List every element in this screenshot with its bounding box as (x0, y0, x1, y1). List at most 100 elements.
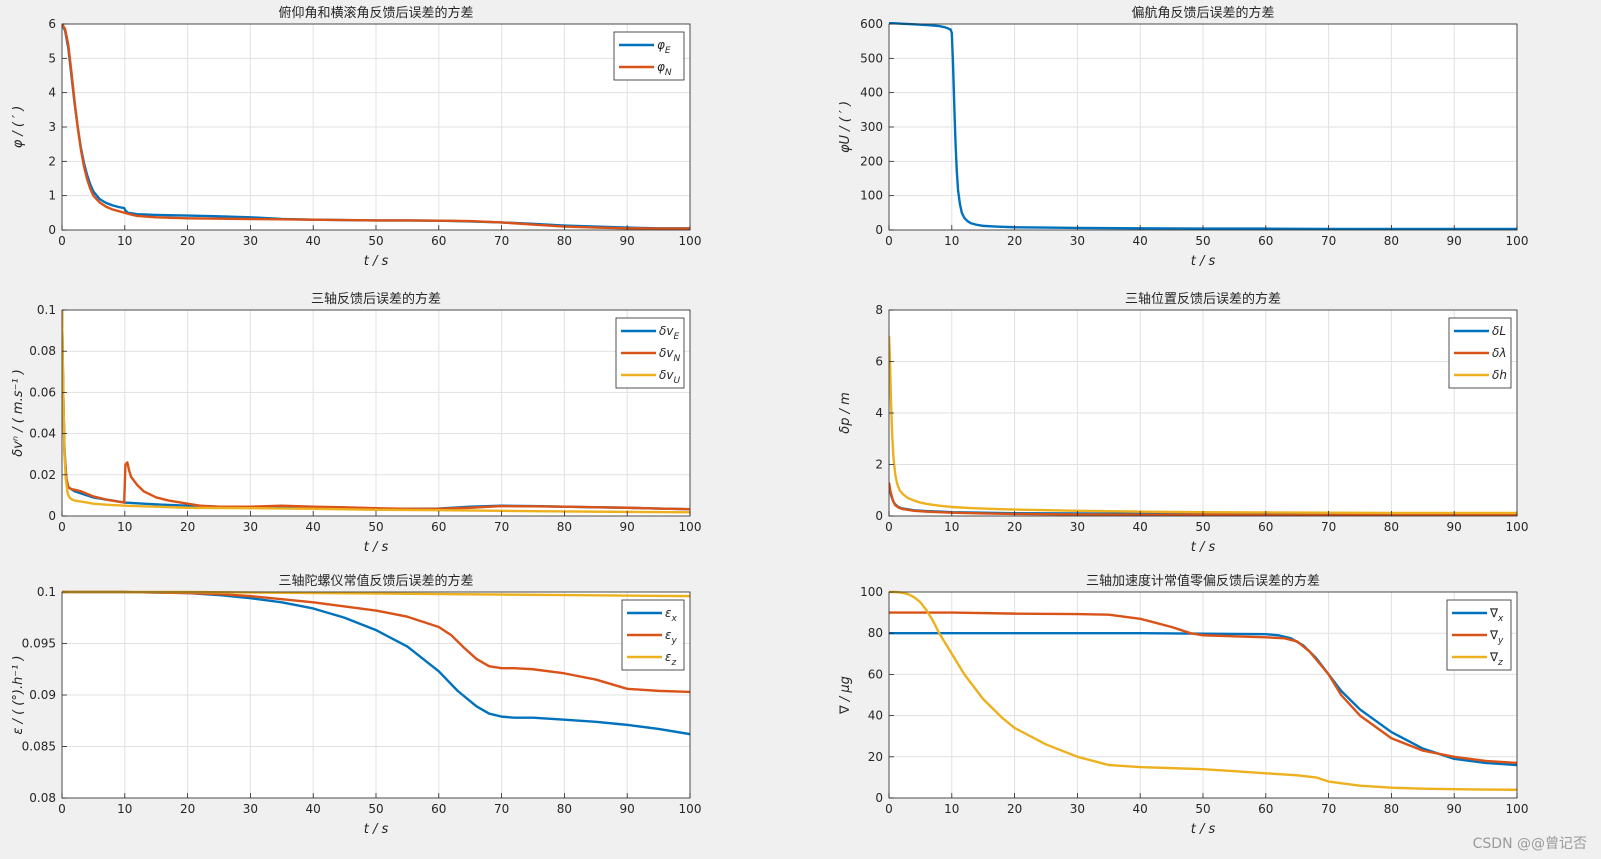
y-axis-label: ∇ / μg (838, 676, 853, 715)
legend-label-δλ: δλ (1492, 346, 1506, 360)
x-tick-label: 0 (58, 234, 66, 248)
x-tick-label: 80 (1384, 234, 1399, 248)
x-tick-label: 50 (368, 520, 383, 534)
y-tick-label: 0 (875, 223, 883, 237)
x-tick-label: 70 (1321, 520, 1336, 534)
x-tick-label: 40 (306, 234, 321, 248)
x-tick-label: 70 (1321, 234, 1336, 248)
x-tick-label: 20 (1007, 802, 1022, 816)
x-tick-label: 90 (620, 802, 635, 816)
chart-title: 三轴陀螺仪常值反馈后误差的方差 (278, 573, 473, 589)
x-tick-label: 90 (620, 520, 635, 534)
y-tick-label: 100 (860, 189, 883, 203)
chart-title: 三轴反馈后误差的方差 (311, 291, 441, 307)
subplot-attitude-yaw: 0 10 20 30 40 50 60 70 80 90 100 0 100 200 300 400 500 60… (838, 5, 1528, 269)
x-tick-label: 30 (243, 234, 258, 248)
x-tick-label: 20 (180, 234, 195, 248)
y-tick-label: 20 (868, 750, 883, 764)
y-tick-label: 4 (48, 86, 56, 100)
x-tick-label: 100 (679, 802, 702, 816)
x-tick-label: 80 (1384, 802, 1399, 816)
series-line-δvN (62, 309, 690, 511)
series-line-δvU (62, 309, 690, 514)
x-tick-label: 50 (368, 802, 383, 816)
x-tick-label: 40 (306, 802, 321, 816)
y-tick-label: 500 (860, 51, 883, 65)
legend-label-δvN: δvN (659, 346, 680, 364)
y-axis-label: δvⁿ / ( m.s⁻¹ ) (11, 369, 26, 457)
x-tick-label: 60 (431, 520, 446, 534)
y-tick-label: 1 (48, 189, 56, 203)
legend-label-δh: δh (1492, 368, 1507, 382)
y-tick-label: 8 (875, 303, 883, 317)
y-tick-label: 0 (875, 791, 883, 805)
x-tick-label: 10 (117, 802, 132, 816)
x-tick-label: 70 (1321, 802, 1336, 816)
x-tick-label: 20 (1007, 234, 1022, 248)
y-tick-label: 60 (868, 667, 883, 681)
y-axis-label: ε / ( (°).h⁻¹ ) (11, 655, 26, 734)
legend: ∇x ∇y ∇z (1446, 599, 1512, 671)
y-axis-label: φ / ( ′ ) (11, 106, 26, 149)
x-axis-label: t / s (1191, 540, 1216, 555)
x-tick-label: 80 (557, 802, 572, 816)
y-tick-label: 0.04 (29, 427, 56, 441)
x-tick-label: 100 (1506, 520, 1529, 534)
legend-label-εy: εy (665, 628, 678, 646)
legend: εx εy εz (621, 599, 685, 671)
y-tick-label: 100 (860, 585, 883, 599)
y-tick-label: 0.08 (29, 791, 56, 805)
legend-label-εx: εx (665, 606, 678, 624)
y-tick-label: 0 (48, 223, 56, 237)
legend-label-εz: εz (665, 650, 677, 668)
x-tick-label: 70 (494, 802, 509, 816)
series-line-δh (889, 335, 1517, 515)
x-tick-label: 50 (1195, 234, 1210, 248)
x-tick-label: 90 (1447, 234, 1462, 248)
x-tick-label: 90 (620, 234, 635, 248)
x-tick-label: 40 (1133, 520, 1148, 534)
x-tick-label: 10 (944, 234, 959, 248)
y-tick-label: 400 (860, 86, 883, 100)
x-tick-label: 30 (1070, 520, 1085, 534)
legend-label-∇x: ∇x (1489, 606, 1504, 624)
series-line-δλ (889, 482, 1517, 516)
y-tick-label: 0.085 (22, 740, 56, 754)
legend-label-∇z: ∇z (1489, 650, 1503, 668)
x-tick-label: 80 (557, 234, 572, 248)
y-tick-label: 0 (48, 509, 56, 523)
y-tick-label: 0.1 (37, 585, 56, 599)
x-tick-label: 20 (1007, 520, 1022, 534)
legend-label-φN: φN (657, 60, 672, 78)
x-tick-label: 90 (1447, 520, 1462, 534)
x-tick-label: 50 (1195, 802, 1210, 816)
x-tick-label: 60 (431, 802, 446, 816)
y-tick-label: 0.095 (22, 637, 56, 651)
legend: φE φN (613, 31, 685, 81)
series-line-φN (62, 23, 690, 230)
legend: δvE δvN δvU (615, 317, 685, 389)
legend-label-∇y: ∇y (1489, 628, 1504, 646)
y-tick-label: 80 (868, 626, 883, 640)
x-tick-label: 50 (1195, 520, 1210, 534)
x-tick-label: 10 (944, 520, 959, 534)
x-tick-label: 0 (885, 520, 893, 534)
y-tick-label: 5 (48, 51, 56, 65)
watermark: CSDN @@曾记否 (1472, 836, 1587, 852)
x-tick-label: 40 (1133, 234, 1148, 248)
x-tick-label: 10 (944, 802, 959, 816)
y-tick-label: 0.1 (37, 303, 56, 317)
x-axis-label: t / s (364, 254, 389, 269)
subplot-velocity: 0 10 20 30 40 50 60 70 80 90 100 0 0.02 0.04 0.06 0.08 0… (11, 291, 701, 555)
subplot-position: 0 10 20 30 40 50 60 70 80 90 100 0 2 4 6 8 三轴位置反馈后误差的方差 t… (838, 291, 1528, 555)
series-line-εy (62, 590, 690, 694)
x-axis-label: t / s (364, 540, 389, 555)
x-tick-label: 100 (1506, 802, 1529, 816)
x-tick-label: 30 (1070, 234, 1085, 248)
y-tick-label: 2 (875, 458, 883, 472)
y-axis-label: δp / m (838, 392, 853, 434)
y-tick-label: 0.02 (29, 468, 56, 482)
subplot-gyro: 0 10 20 30 40 50 60 70 80 90 100 0.08 0.085 0.09 0.095… (11, 573, 701, 837)
x-tick-label: 60 (431, 234, 446, 248)
